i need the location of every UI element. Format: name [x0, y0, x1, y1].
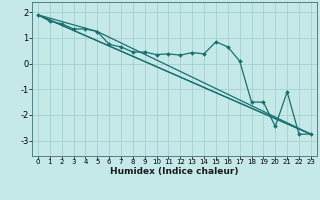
X-axis label: Humidex (Indice chaleur): Humidex (Indice chaleur) [110, 167, 239, 176]
